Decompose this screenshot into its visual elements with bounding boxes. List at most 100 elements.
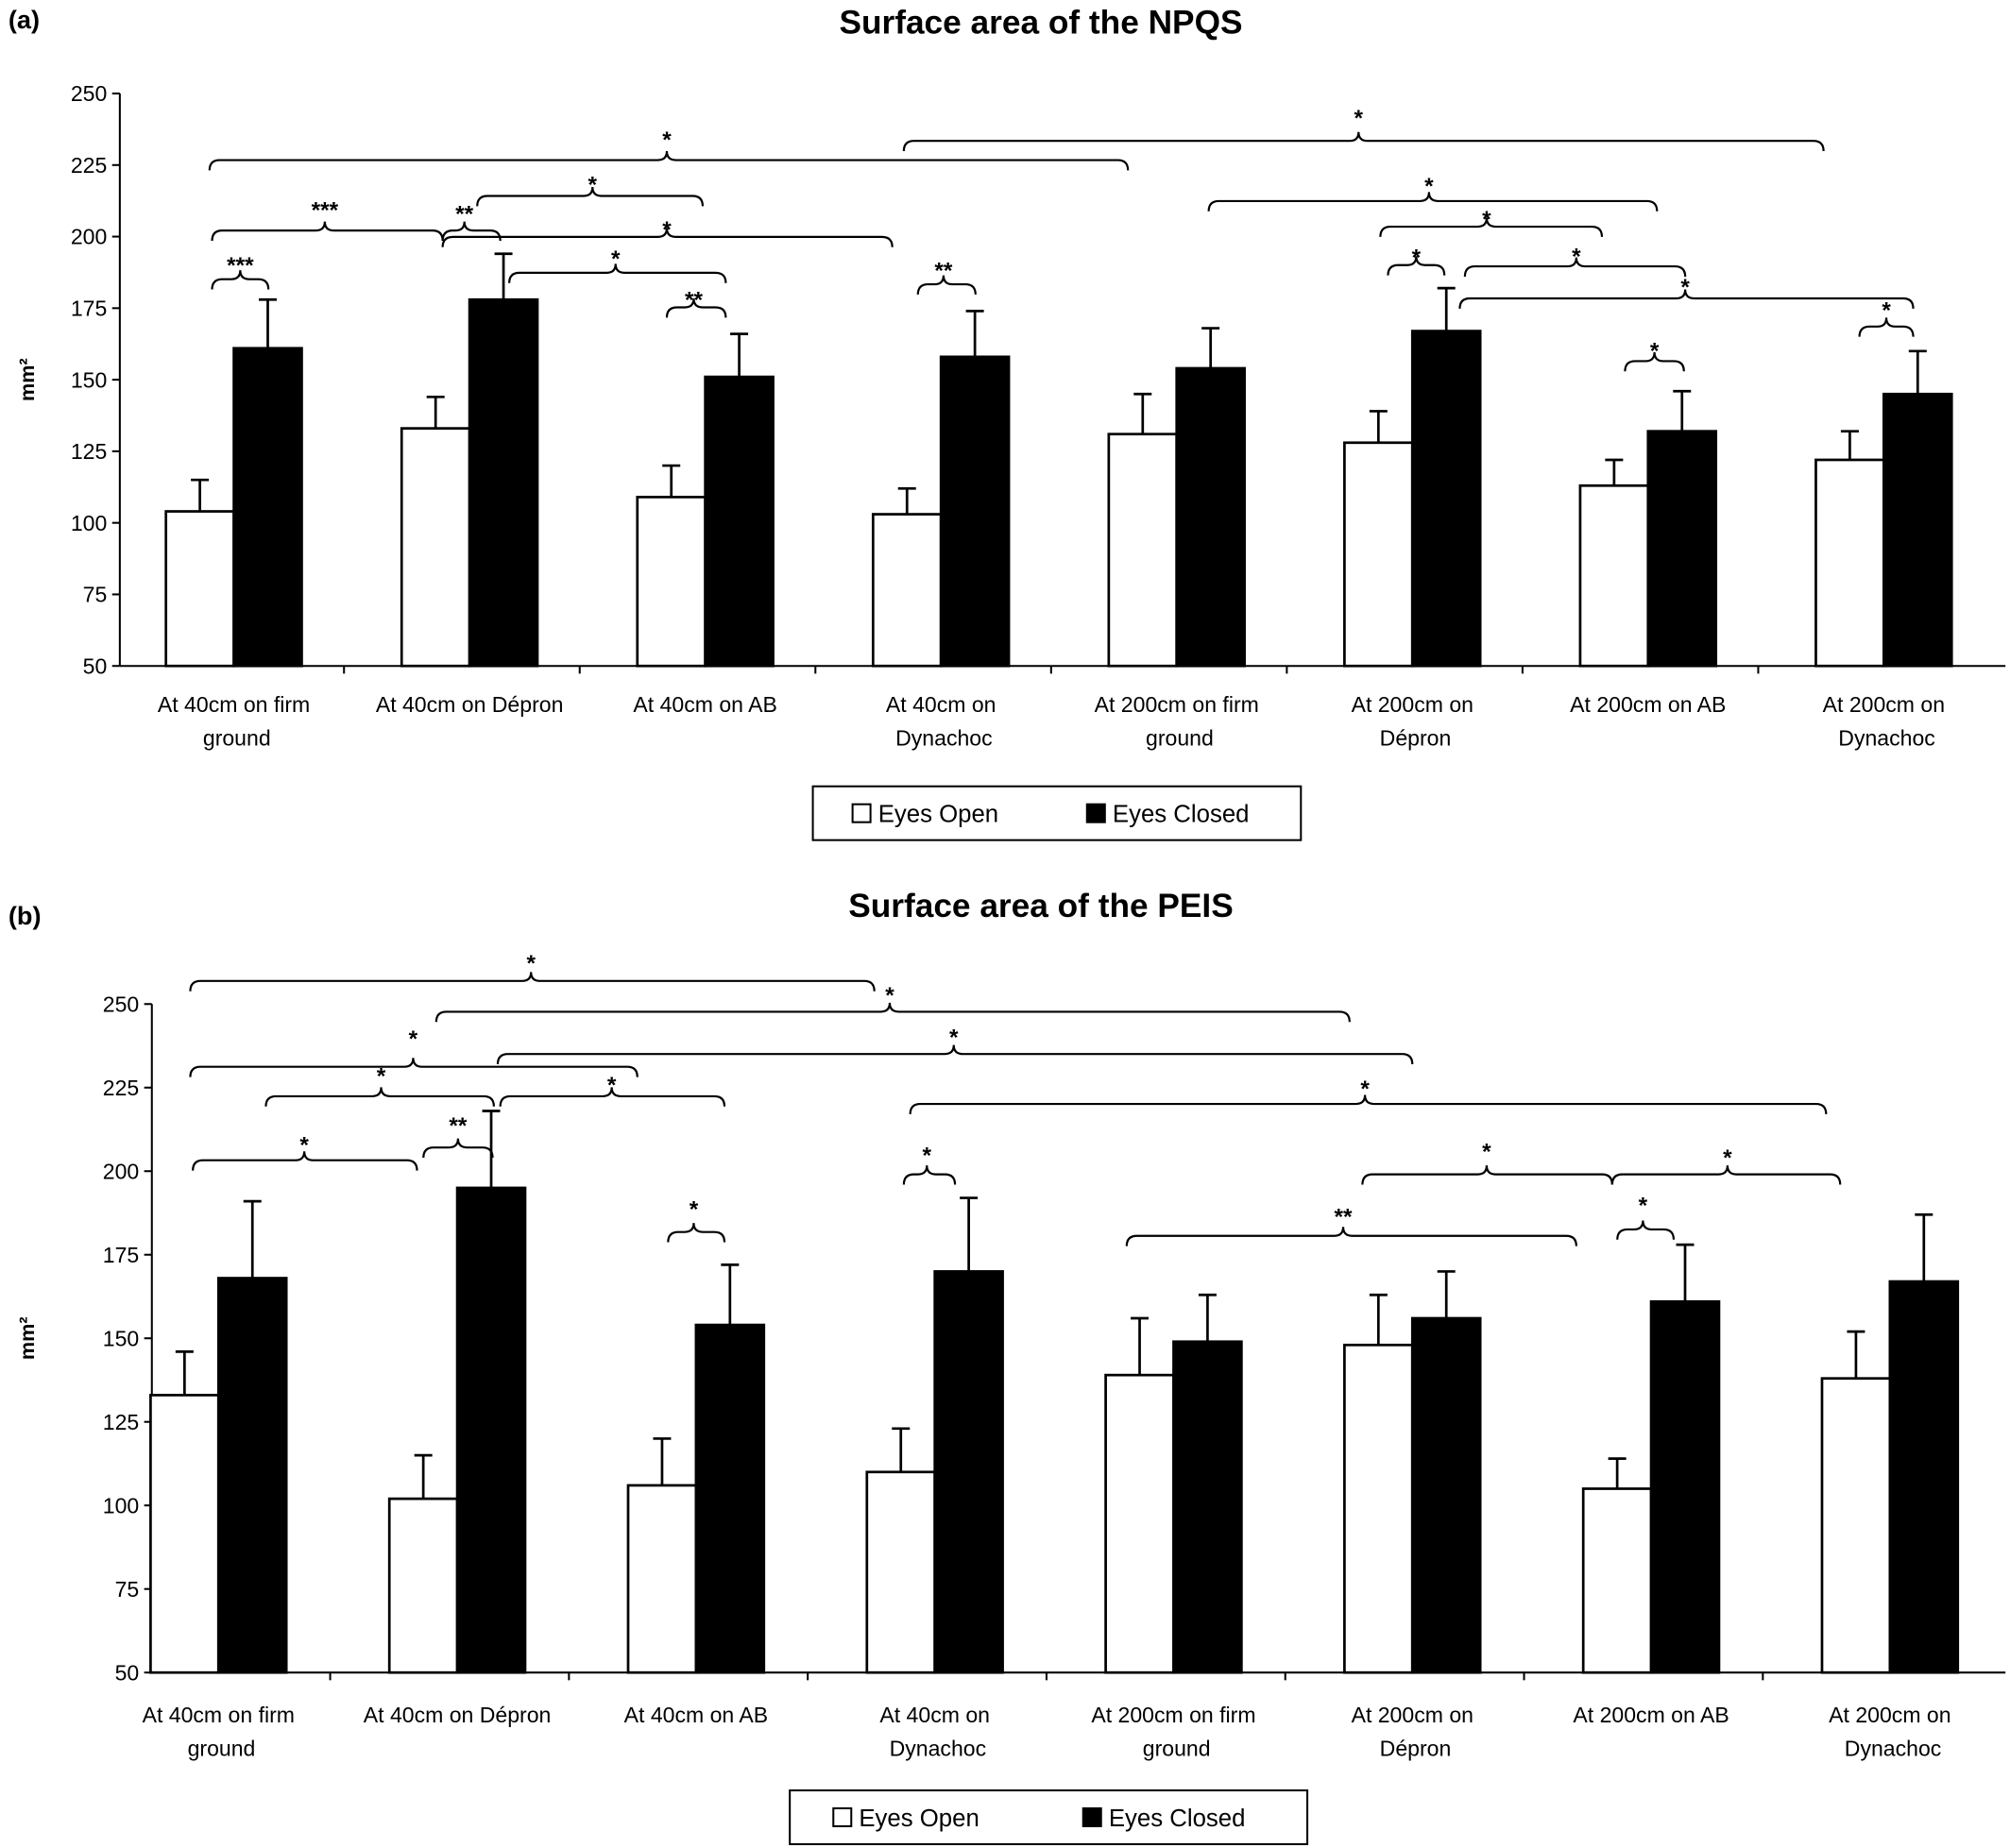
x-tick-label: At 40cm on AB — [633, 692, 776, 717]
bar — [1175, 366, 1246, 668]
bar — [232, 347, 303, 668]
y-tick-label: 150 — [71, 367, 107, 392]
x-tick-label: At 40cm on AB — [624, 1703, 768, 1727]
bar — [1410, 1316, 1482, 1674]
significance-label: * — [526, 951, 536, 976]
significance-label: * — [1639, 1193, 1648, 1218]
bar — [1646, 430, 1718, 668]
bar — [455, 1186, 527, 1674]
significance-bracket — [496, 1044, 1414, 1065]
significance-bracket — [211, 270, 270, 290]
significance-label: * — [1424, 174, 1434, 199]
x-tick-label: At 200cm on AB — [1570, 692, 1726, 717]
y-tick-label: 150 — [103, 1326, 139, 1350]
bar — [468, 297, 539, 668]
legend-box — [789, 1789, 1309, 1845]
bar — [164, 510, 235, 668]
significance-bracket — [476, 186, 705, 207]
bar — [1882, 392, 1953, 668]
panel-label: (a) — [9, 5, 40, 34]
bar — [1410, 330, 1482, 668]
x-tick-label: At 200cm on Dynachoc — [1829, 1703, 1950, 1760]
y-tick-label: 125 — [103, 1410, 139, 1434]
significance-label: * — [1482, 1139, 1491, 1164]
bar — [1820, 1377, 1892, 1674]
significance-bracket — [422, 1138, 494, 1159]
y-tick-label: 175 — [103, 1243, 139, 1267]
significance-label: ** — [934, 258, 952, 283]
legend-swatch — [851, 803, 872, 823]
significance-label: * — [1680, 275, 1690, 300]
x-tick-label: At 200cm on Dépron — [1352, 1703, 1473, 1760]
bar — [694, 1323, 766, 1674]
legend-label: Eyes Open — [878, 802, 998, 828]
significance-label: ** — [685, 287, 703, 313]
significance-label: * — [299, 1133, 309, 1159]
y-axis-label: mm² — [15, 1316, 39, 1360]
significance-bracket — [264, 1087, 495, 1107]
significance-bracket — [1624, 351, 1685, 372]
significance-label: * — [662, 217, 672, 243]
y-tick-label: 225 — [103, 1076, 139, 1100]
bar — [149, 1394, 220, 1674]
significance-label: * — [662, 127, 672, 153]
legend-swatch — [1085, 803, 1106, 823]
significance-label: * — [923, 1143, 932, 1168]
significance-label: * — [607, 1073, 617, 1098]
legend-label: Eyes Closed — [1113, 802, 1250, 828]
significance-label: * — [690, 1196, 699, 1222]
bar — [1578, 483, 1650, 668]
bar — [636, 496, 707, 668]
bar — [871, 513, 943, 668]
y-tick-label: 250 — [71, 81, 107, 106]
bar — [1172, 1340, 1243, 1674]
bar — [1107, 432, 1179, 668]
significance-bracket — [667, 1223, 726, 1243]
significance-label: ** — [449, 1113, 467, 1139]
legend-label: Eyes Closed — [1109, 1806, 1246, 1832]
bar — [1814, 458, 1885, 668]
y-tick-label: 100 — [103, 1493, 139, 1517]
significance-bracket — [1125, 1227, 1577, 1246]
x-tick-label: At 200cm on Dépron — [1352, 692, 1473, 750]
significance-label: * — [1572, 244, 1581, 269]
significance-label: * — [1650, 339, 1660, 365]
significance-bracket — [1616, 1220, 1676, 1240]
significance-bracket — [902, 1165, 957, 1185]
bar — [1104, 1373, 1175, 1674]
bar — [1343, 1343, 1414, 1674]
legend-swatch — [832, 1806, 853, 1827]
significance-label: * — [1723, 1145, 1732, 1171]
bar — [1581, 1487, 1653, 1674]
significance-label: * — [1882, 297, 1891, 323]
y-tick-label: 75 — [83, 583, 108, 607]
chart-title: Surface area of the PEIS — [848, 888, 1234, 924]
bar — [1888, 1280, 1960, 1674]
x-tick-label: At 40cm on Dynachoc — [886, 692, 996, 750]
significance-bracket — [1858, 317, 1915, 337]
x-tick-label: At 200cm on firm ground — [1091, 1703, 1255, 1760]
bar — [1343, 441, 1414, 668]
y-tick-label: 200 — [103, 1159, 139, 1183]
y-tick-label: 75 — [115, 1577, 140, 1602]
y-tick-label: 100 — [71, 511, 107, 535]
x-tick-label: At 200cm on firm ground — [1095, 692, 1259, 750]
significance-bracket — [208, 150, 1130, 171]
legend-label: Eyes Open — [859, 1806, 979, 1832]
significance-bracket — [1379, 217, 1604, 237]
significance-label: ** — [1335, 1205, 1353, 1230]
significance-bracket — [441, 221, 502, 242]
y-tick-label: 125 — [71, 439, 107, 464]
significance-bracket — [1458, 289, 1915, 309]
significance-label: * — [885, 983, 894, 1009]
significance-bracket — [441, 228, 894, 247]
significance-bracket — [902, 131, 1825, 152]
y-tick-label: 50 — [83, 653, 108, 678]
legend-box — [811, 785, 1303, 841]
significance-label: ** — [455, 202, 473, 228]
x-tick-label: At 40cm on firm ground — [158, 692, 310, 750]
y-tick-label: 50 — [115, 1660, 140, 1685]
y-tick-label: 250 — [103, 992, 139, 1016]
significance-bracket — [1463, 257, 1687, 277]
